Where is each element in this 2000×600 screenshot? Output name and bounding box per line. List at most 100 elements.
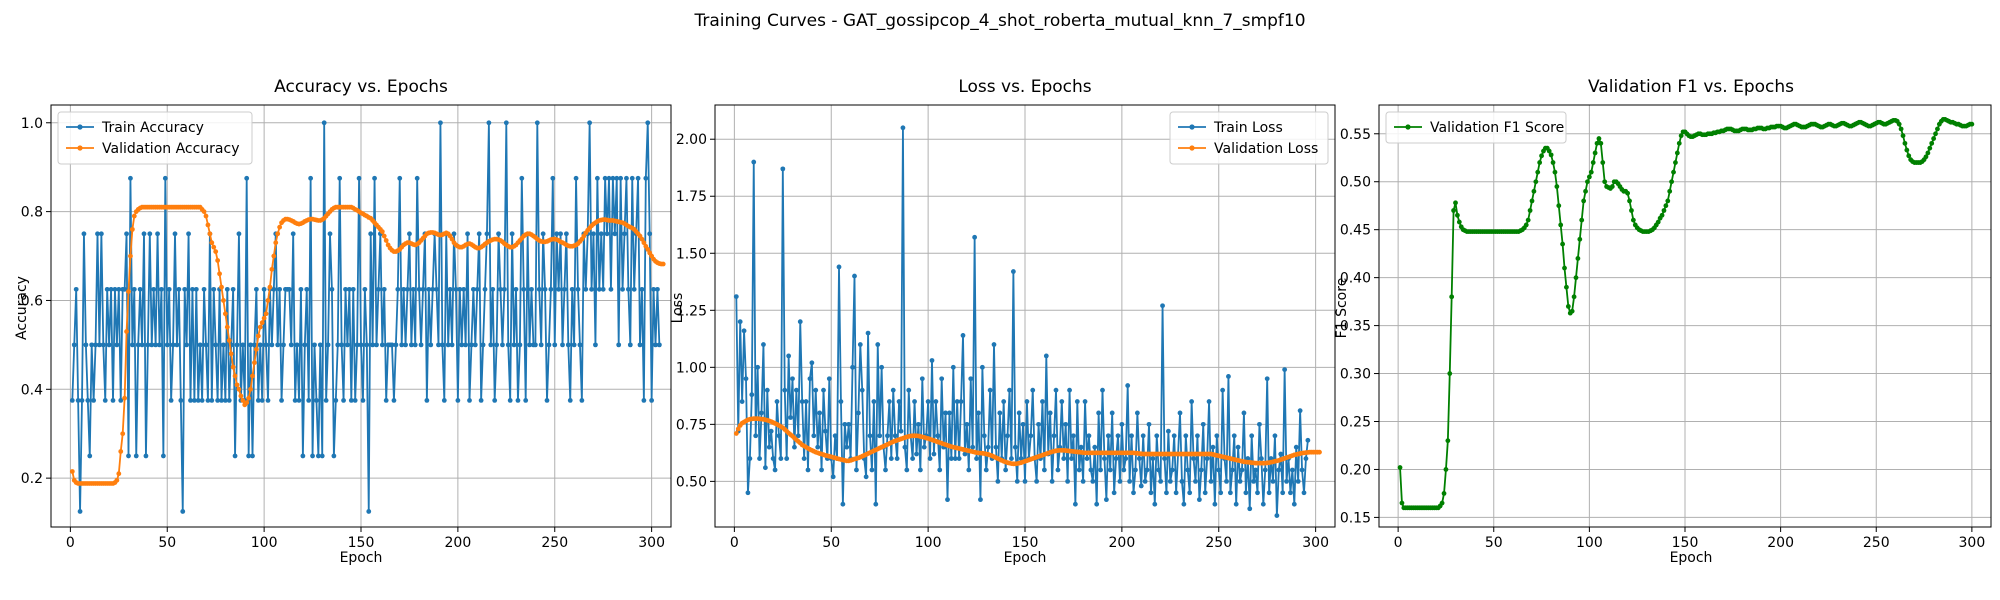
data-point [201, 209, 207, 215]
y-axis-label: Loss [670, 293, 686, 324]
data-point [403, 342, 408, 348]
data-point [943, 410, 948, 416]
data-point [983, 467, 989, 473]
data-point [75, 398, 81, 403]
data-point [1558, 222, 1564, 228]
data-point [1453, 200, 1458, 206]
data-point [964, 421, 970, 427]
data-point [850, 364, 855, 370]
legend: Train Loss Validation Loss [1169, 111, 1329, 165]
data-point [168, 398, 174, 403]
data-point [221, 298, 226, 303]
data-point [747, 456, 753, 461]
data-point [211, 286, 217, 292]
legend-label: Train Loss [1213, 120, 1283, 136]
data-point [743, 376, 749, 382]
data-point [811, 433, 817, 439]
data-point [391, 398, 397, 403]
data-point [573, 175, 579, 181]
data-point [226, 398, 232, 403]
y-tick-label: 1.0 [21, 116, 43, 132]
data-point [1282, 367, 1288, 373]
data-point [629, 175, 635, 181]
data-point [399, 342, 405, 348]
data-point [300, 453, 306, 459]
data-point [201, 286, 207, 292]
x-axis-label: Epoch [1670, 550, 1713, 566]
data-point [147, 231, 153, 237]
data-point [604, 231, 610, 237]
data-point [641, 240, 647, 246]
data-point [1289, 467, 1295, 473]
data-point [1535, 169, 1541, 175]
y-tick-label: 0.55 [1340, 127, 1371, 143]
data-point [624, 175, 629, 181]
data-point [1293, 444, 1299, 450]
legend-item: Validation Accuracy [66, 141, 240, 157]
data-point [244, 400, 250, 406]
x-tick-label: 300 [638, 535, 665, 551]
data-point [1896, 121, 1902, 127]
data-point [1904, 147, 1910, 153]
data-point [616, 342, 622, 348]
data-point [1185, 467, 1191, 473]
data-point [627, 342, 633, 348]
data-point [610, 175, 616, 181]
data-point [1579, 217, 1585, 223]
data-point [660, 261, 666, 267]
data-point [1272, 433, 1278, 439]
data-point [813, 387, 819, 393]
data-point [1082, 399, 1088, 404]
data-point [651, 286, 656, 292]
data-point [1676, 140, 1682, 146]
data-point [1247, 506, 1253, 512]
x-tick-label: 300 [1959, 535, 1986, 551]
data-point [1299, 467, 1305, 473]
data-point [496, 231, 501, 237]
data-point [482, 286, 488, 292]
data-point [1527, 208, 1533, 213]
data-point [449, 342, 455, 348]
legend-item: Validation F1 Score [1394, 120, 1564, 136]
data-point [1552, 169, 1558, 175]
data-point [389, 342, 395, 348]
data-point [1295, 478, 1301, 484]
data-point [126, 453, 131, 459]
data-point [1107, 467, 1113, 473]
data-point [563, 231, 569, 237]
data-point [1655, 219, 1661, 225]
data-point [172, 231, 178, 237]
data-point [73, 286, 79, 292]
data-point [122, 286, 128, 292]
data-point [1445, 438, 1451, 444]
data-point [1071, 433, 1076, 439]
y-tick-label: 0.45 [1340, 223, 1371, 239]
data-point [1103, 497, 1109, 503]
data-point [795, 433, 801, 439]
data-point [844, 444, 850, 450]
data-point [797, 319, 803, 325]
legend: Validation F1 Score [1385, 111, 1567, 144]
data-point [1898, 126, 1904, 132]
data-point [230, 364, 236, 370]
data-point [823, 428, 828, 434]
data-point [1447, 371, 1453, 376]
data-point [95, 231, 100, 237]
data-point [1906, 153, 1912, 159]
data-point [1249, 433, 1255, 439]
data-point [910, 456, 916, 461]
data-point [958, 399, 964, 404]
data-point [521, 286, 527, 292]
data-point [290, 231, 296, 237]
data-point [947, 410, 952, 416]
data-point [753, 433, 759, 439]
data-point [1028, 433, 1034, 439]
data-point [1167, 478, 1173, 484]
legend-box [57, 111, 253, 165]
x-tick-label: 250 [1863, 535, 1890, 551]
data-point [620, 286, 625, 292]
data-point [1451, 208, 1456, 213]
data-point [1264, 376, 1270, 382]
y-tick-label: 0.20 [1340, 462, 1371, 478]
x-axis-label: Epoch [1004, 550, 1047, 566]
